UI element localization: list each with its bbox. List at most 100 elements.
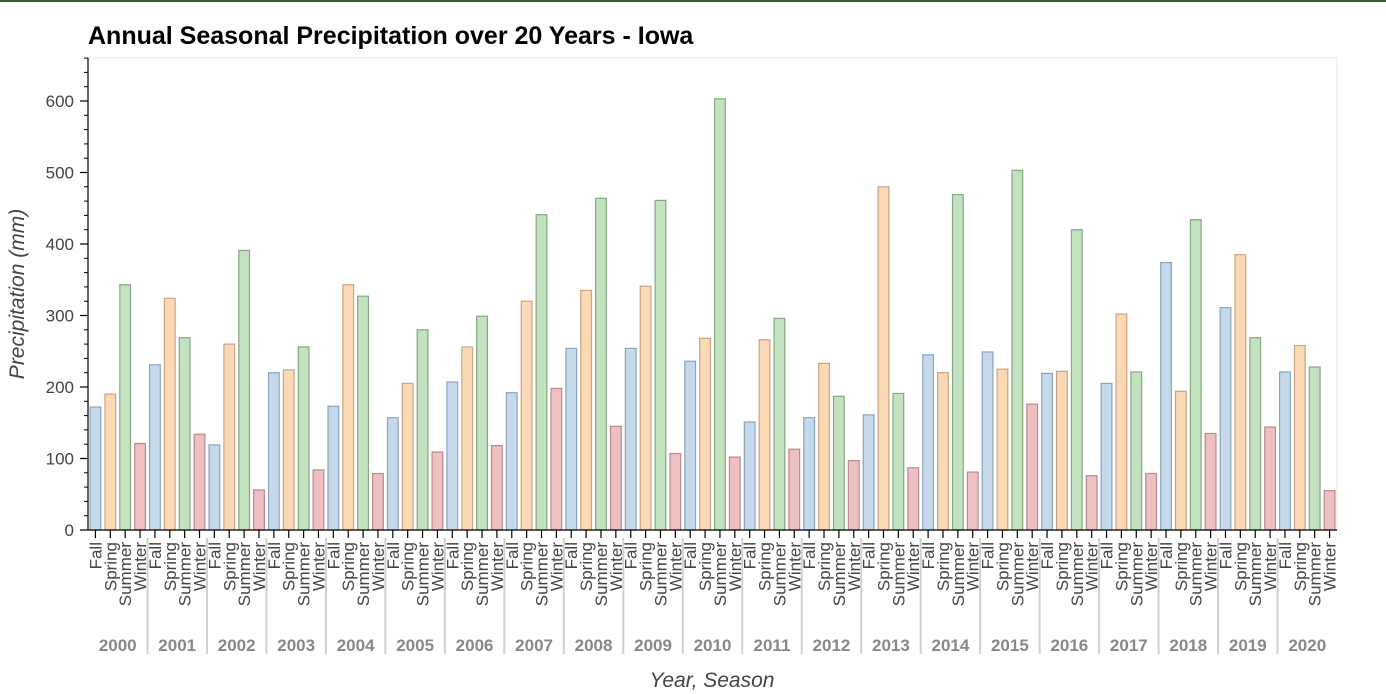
y-tick-label: 300 — [46, 307, 74, 326]
season-tick-label: Spring — [399, 542, 418, 591]
season-tick-label: Winter — [131, 542, 150, 591]
season-tick-label: Fall — [265, 542, 284, 569]
x-axis: FallSpringSummerWinter2000FallSpringSumm… — [86, 530, 1340, 655]
season-tick-label: Winter — [964, 542, 983, 591]
bar-2018-fall — [1160, 261, 1172, 531]
bar-2018-winter — [1204, 432, 1217, 531]
year-tick-label: 2001 — [158, 636, 196, 655]
bar-2015-winter — [1026, 403, 1039, 531]
bar-2010-fall — [684, 360, 697, 531]
bar-2019-fall — [1219, 307, 1232, 531]
season-tick-label: Summer — [116, 542, 135, 607]
season-tick-label: Winter — [1202, 542, 1221, 591]
season-tick-label: Spring — [518, 542, 537, 591]
season-tick-label: Spring — [696, 542, 715, 591]
year-tick-label: 2019 — [1229, 636, 1267, 655]
y-tick-label: 0 — [65, 521, 74, 540]
bar-2004-fall — [327, 405, 340, 531]
bar-2018-spring — [1174, 390, 1187, 531]
year-tick-label: 2016 — [1050, 636, 1088, 655]
bar-2003-fall — [267, 372, 280, 531]
season-tick-label: Fall — [800, 542, 819, 569]
bar-2001-fall — [148, 364, 161, 531]
season-tick-label: Spring — [161, 542, 180, 591]
season-tick-label: Winter — [1261, 542, 1280, 591]
season-tick-label: Spring — [637, 542, 656, 591]
season-tick-label: Fall — [979, 542, 998, 569]
year-tick-label: 2020 — [1288, 636, 1326, 655]
bar-2013-spring — [877, 186, 890, 531]
season-tick-label: Spring — [220, 542, 239, 591]
bar-2014-fall — [922, 354, 935, 531]
bar-2008-winter — [609, 425, 622, 531]
season-tick-label: Spring — [934, 542, 953, 591]
season-tick-label: Spring — [577, 542, 596, 591]
bar-2003-summer — [297, 346, 310, 531]
season-tick-label: Winter — [666, 542, 685, 591]
season-tick-label: Fall — [1038, 542, 1057, 569]
season-tick-label: Summer — [711, 542, 730, 607]
year-tick-label: 2017 — [1110, 636, 1148, 655]
season-tick-label: Summer — [1008, 542, 1027, 607]
bar-2007-winter — [550, 387, 563, 531]
season-tick-label: Winter — [845, 542, 864, 591]
season-tick-label: Spring — [1053, 542, 1072, 591]
bar-2012-summer — [832, 395, 845, 531]
season-tick-label: Winter — [488, 542, 507, 591]
bar-2000-summer — [119, 284, 132, 531]
season-tick-label: Summer — [592, 542, 611, 607]
x-axis-label: Year, Season — [650, 669, 775, 692]
bar-2012-spring — [818, 362, 830, 531]
bar-2008-spring — [580, 289, 593, 531]
bar-2017-spring — [1115, 313, 1128, 531]
year-tick-label: 2011 — [754, 636, 791, 655]
bar-2000-fall — [89, 406, 102, 531]
y-tick-label: 200 — [46, 378, 74, 397]
season-tick-label: Spring — [1172, 542, 1191, 591]
bar-2006-fall — [446, 381, 459, 531]
year-tick-label: 2008 — [575, 636, 613, 655]
bar-2009-fall — [624, 347, 637, 531]
bar-2006-summer — [476, 315, 488, 531]
bar-2013-winter — [907, 467, 920, 531]
season-tick-label: Summer — [533, 542, 552, 607]
bar-2007-spring — [520, 300, 533, 531]
bar-2011-fall — [743, 421, 756, 531]
bar-2014-spring — [937, 372, 949, 531]
bars-group — [89, 98, 1336, 531]
bar-2002-fall — [208, 444, 221, 531]
y-tick-label: 100 — [46, 450, 74, 469]
bar-2020-winter — [1323, 490, 1336, 531]
bar-2010-spring — [699, 337, 712, 531]
year-tick-label: 2014 — [931, 636, 969, 655]
bar-2020-summer — [1308, 366, 1321, 531]
bar-2017-winter — [1145, 472, 1158, 531]
season-tick-label: Spring — [874, 542, 893, 591]
bar-2016-summer — [1070, 229, 1083, 531]
year-tick-label: 2000 — [99, 636, 137, 655]
year-tick-label: 2012 — [813, 636, 851, 655]
year-tick-label: 2015 — [991, 636, 1029, 655]
season-tick-label: Winter — [547, 542, 566, 591]
season-tick-label: Summer — [889, 542, 908, 607]
bar-2011-summer — [773, 317, 786, 531]
bar-2009-winter — [669, 452, 682, 531]
year-tick-label: 2013 — [872, 636, 910, 655]
season-tick-label: Fall — [1276, 542, 1295, 569]
bar-2020-fall — [1279, 371, 1291, 531]
season-tick-label: Winter — [1321, 542, 1340, 591]
year-tick-label: 2004 — [337, 636, 375, 655]
bar-2007-summer — [535, 214, 548, 531]
bar-2015-summer — [1011, 169, 1024, 531]
season-tick-label: Fall — [741, 542, 760, 569]
season-tick-label: Fall — [443, 542, 462, 569]
season-tick-label: Summer — [830, 542, 849, 607]
season-tick-label: Winter — [1023, 542, 1042, 591]
bar-2012-fall — [803, 417, 816, 531]
season-tick-label: Spring — [1291, 542, 1310, 591]
season-tick-label: Summer — [473, 542, 492, 607]
bar-2019-winter — [1264, 426, 1277, 531]
season-tick-label: Spring — [815, 542, 834, 591]
bar-2018-summer — [1189, 219, 1202, 531]
